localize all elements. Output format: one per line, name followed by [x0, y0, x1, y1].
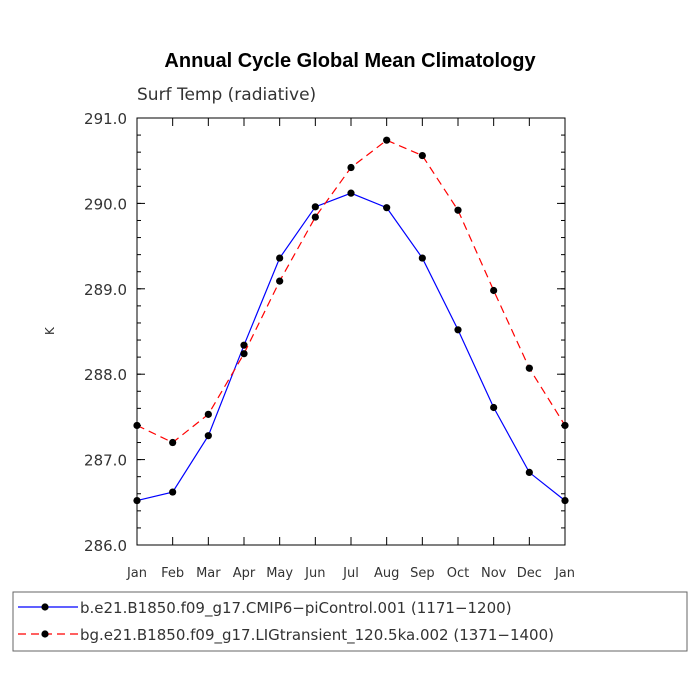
legend-box: [12, 591, 688, 652]
legend-label-2: bg.e21.B1850.f09_g17.LIGtransient_120.5k…: [80, 626, 554, 645]
x-tick-labels: Jan Feb Mar Apr May Jun Jul Aug Sep Oct Nov Dec Jan: [126, 566, 575, 581]
x-tick-label: Sep: [410, 566, 435, 581]
y-tick-label: 289.0: [84, 281, 127, 299]
series-2-point: [490, 286, 498, 295]
series-2-point: [347, 163, 355, 172]
y-axis-label: K: [43, 326, 57, 335]
plot-frame: [136, 117, 566, 546]
x-tick-label: Apr: [233, 566, 256, 581]
series-1-point: [311, 203, 319, 211]
series-2-point: [204, 410, 212, 418]
x-tick-label: Aug: [374, 566, 399, 581]
series-1-point: [525, 468, 533, 477]
legend-marker-2: [41, 630, 49, 638]
legend: b.e21.B1850.f09_g17.CMIP6−piControl.001 …: [12, 591, 688, 652]
series-1-point: [204, 432, 212, 440]
x-tick-label: Oct: [447, 566, 469, 581]
y-tick-label: 287.0: [84, 452, 127, 470]
x-tick-label: Jan: [126, 566, 147, 581]
series-1-point: [169, 488, 177, 496]
y-tick-label: 290.0: [84, 195, 127, 213]
x-tick-label: Dec: [517, 566, 542, 581]
series-2-point: [169, 438, 177, 447]
series-2-point: [240, 350, 248, 358]
series-2-point: [276, 277, 284, 285]
y-tick-label: 288.0: [84, 366, 127, 384]
y-tick-label: 291.0: [84, 110, 127, 128]
series-1-point: [276, 254, 284, 262]
x-tick-label: May: [266, 566, 293, 581]
legend-marker-1: [41, 603, 49, 611]
legend-label-1: b.e21.B1850.f09_g17.CMIP6−piControl.001 …: [80, 599, 512, 618]
series-2-point: [311, 213, 319, 221]
series-line-2: [136, 139, 566, 444]
series-1-point: [454, 326, 462, 334]
series-1-point: [383, 204, 391, 212]
y-tick-label: 286.0: [84, 537, 127, 555]
chart-subtitle: Surf Temp (radiative): [137, 85, 316, 105]
series-2-point: [525, 364, 533, 372]
series-1-point: [240, 341, 248, 349]
x-tick-label: Jul: [342, 566, 359, 581]
series-1-point: [418, 254, 426, 262]
x-tick-label: Jan: [554, 566, 575, 581]
axis-ticks: [136, 117, 566, 546]
series-1-point: [490, 403, 498, 412]
series-1-point: [347, 189, 355, 197]
series-layer: [133, 136, 569, 505]
series-2-point: [418, 151, 426, 160]
x-tick-label: Feb: [161, 566, 184, 581]
x-tick-label: Mar: [196, 566, 221, 581]
x-tick-label: Jun: [304, 566, 325, 581]
series-line-1: [136, 192, 566, 502]
series-2-point: [454, 206, 462, 214]
x-tick-label: Nov: [481, 566, 507, 581]
y-tick-labels: 286.0 287.0 288.0 289.0 290.0 291.0: [84, 110, 127, 555]
series-2-point: [383, 136, 391, 144]
chart-title: Annual Cycle Global Mean Climatology: [164, 50, 536, 72]
